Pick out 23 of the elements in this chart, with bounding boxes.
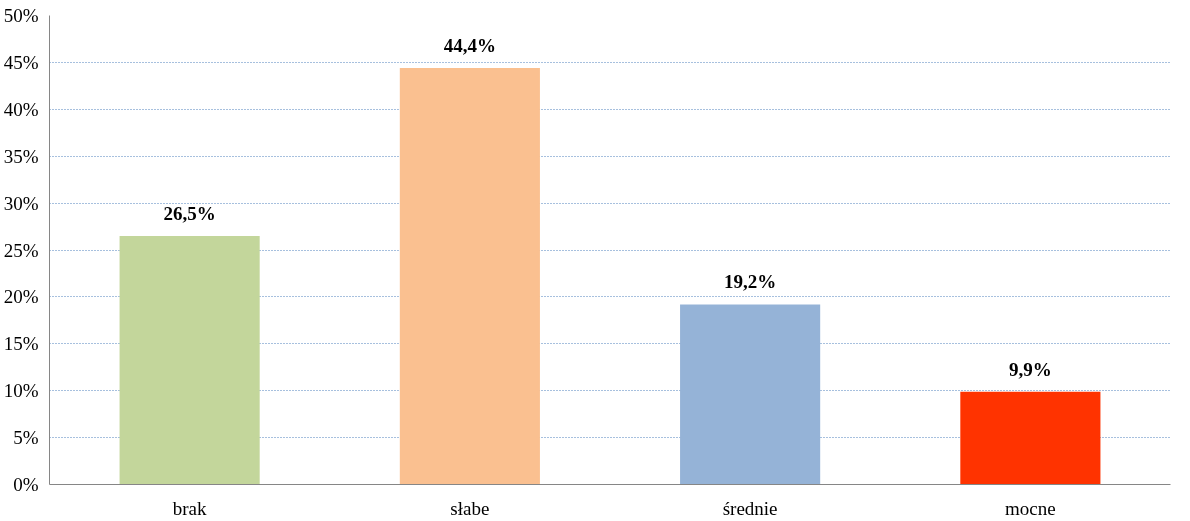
bar	[960, 391, 1101, 485]
bar	[399, 68, 540, 485]
x-tick-label: słabe	[450, 497, 490, 519]
y-tick-label: 40%	[3, 98, 39, 120]
x-tick-label: brak	[172, 497, 208, 519]
data-label: 9,9%	[1009, 358, 1052, 380]
y-tick-label: 5%	[13, 427, 39, 449]
bar	[119, 235, 260, 485]
data-label: 26,5%	[163, 202, 216, 224]
data-label: 19,2%	[724, 271, 777, 293]
y-tick-label: 25%	[3, 239, 39, 261]
y-tick-label: 15%	[3, 333, 39, 355]
bar	[680, 304, 821, 485]
y-tick-label: 10%	[3, 380, 39, 402]
y-tick-label: 20%	[3, 286, 39, 308]
y-tick-label: 50%	[3, 5, 39, 26]
y-tick-label: 0%	[13, 474, 39, 495]
x-tick-label: mocne	[1005, 497, 1056, 519]
data-label: 44,4%	[443, 35, 496, 57]
x-tick-label: średnie	[722, 497, 778, 519]
y-tick-label: 35%	[3, 145, 39, 167]
y-tick-label: 30%	[3, 192, 39, 214]
y-tick-label: 45%	[3, 51, 39, 73]
